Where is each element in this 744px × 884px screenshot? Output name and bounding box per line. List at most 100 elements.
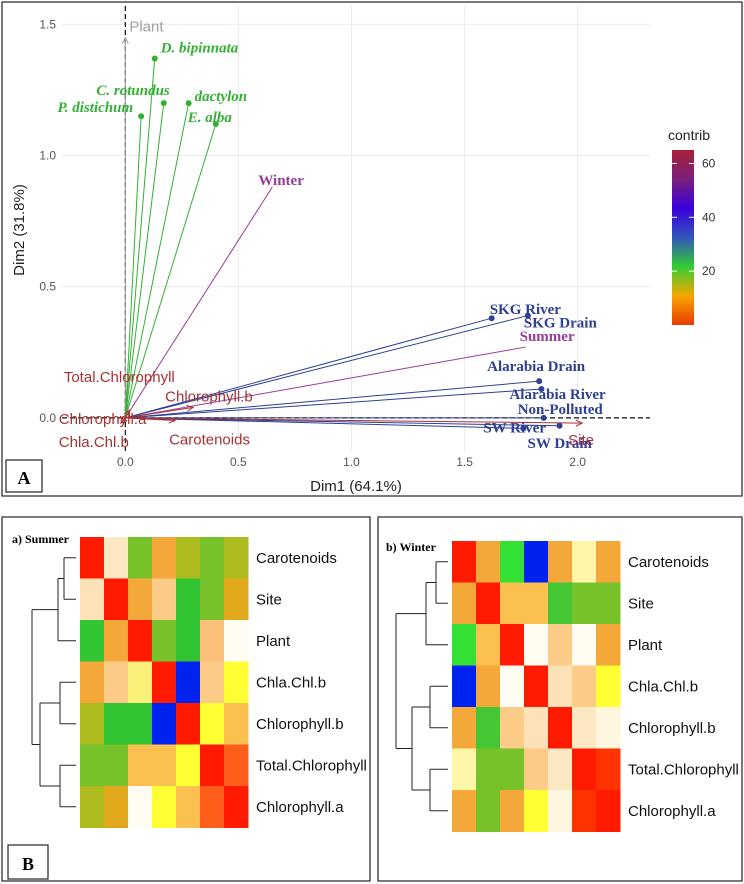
point-sw-drain	[556, 422, 563, 429]
arrowhead-site	[575, 419, 584, 427]
label-sw-river: SW River	[483, 420, 546, 436]
heatmap-cell	[596, 665, 621, 708]
heatmap-cell	[572, 582, 597, 625]
heatmap-cell	[452, 624, 477, 666]
heatmap-cell	[596, 790, 621, 832]
heatmap-cell	[224, 578, 249, 621]
point-dactylon	[185, 100, 192, 107]
point-alarabia-drain	[536, 378, 543, 385]
heatmap-cell	[128, 620, 153, 662]
heatmap-cell	[572, 624, 597, 666]
panel-b-winter-heatmap: b) Winter Carotenoids Site Plant Chla.Chl.b…	[377, 516, 743, 882]
heatmap-cell	[176, 620, 201, 662]
vector-chla-chl-b	[120, 417, 126, 424]
heatmap-cell	[548, 790, 573, 832]
heatmap-cell	[524, 665, 549, 708]
heatmap-cell	[128, 578, 153, 621]
panel-b-label-box	[7, 844, 49, 880]
vector-dactylon	[124, 102, 190, 418]
row-label: Plant	[256, 633, 291, 650]
label-alarabia-drain: Alarabia Drain	[487, 359, 586, 375]
point-d-bipinnata	[151, 55, 158, 62]
heatmap-cell	[476, 582, 501, 625]
heatmap-cell	[104, 578, 129, 621]
y-tick-label: 1.0	[39, 149, 56, 163]
x-tick-label: 0.5	[230, 455, 247, 469]
point-e-alba	[212, 121, 219, 128]
point-c-rotundus	[160, 100, 167, 107]
row-label: Site	[628, 595, 654, 612]
heatmap-cell	[476, 748, 501, 791]
heatmap-cell	[500, 790, 525, 832]
heatmap-cell	[152, 578, 177, 621]
heatmap-cell	[200, 537, 225, 579]
heatmap-cell	[200, 661, 225, 704]
heatmap-cell	[224, 786, 249, 828]
y-axis-title: Dim2 (31.8%)	[11, 184, 28, 276]
row-label: Total.Chlorophyll	[628, 761, 739, 778]
heatmap-cell	[176, 744, 201, 787]
heatmap-cell	[476, 790, 501, 832]
heatmap-cell	[500, 665, 525, 708]
heatmap-cell	[500, 624, 525, 666]
summer-heatmap-cells	[80, 537, 249, 828]
panel-b-label: B	[22, 854, 34, 874]
heatmap-cell	[452, 707, 477, 749]
heatmap-cell	[572, 790, 597, 832]
panel-a-label: A	[18, 468, 31, 488]
heatmap-cell	[548, 748, 573, 791]
heatmap-cell	[596, 582, 621, 625]
heatmap-cell	[548, 624, 573, 666]
summer-title: a) Summer	[12, 532, 70, 546]
heatmap-cell	[176, 661, 201, 704]
heatmap-cell	[104, 537, 129, 579]
heatmap-cell	[452, 790, 477, 832]
vector-c-rotundus	[124, 103, 165, 418]
label-non-polluted: Non-Polluted	[518, 402, 604, 418]
heatmap-cell	[128, 661, 153, 704]
label-skg-drain: SKG Drain	[524, 316, 598, 332]
vector-total-chlorophyll	[124, 409, 131, 419]
row-label: Carotenoids	[256, 550, 337, 567]
heatmap-cell	[152, 620, 177, 662]
heatmap-cell	[80, 537, 105, 579]
heatmap-cell	[572, 748, 597, 791]
heatmap-cell	[128, 703, 153, 745]
x-tick-label: 0.0	[117, 455, 134, 469]
vector-alarabia-drain	[125, 380, 540, 419]
heatmap-cell	[104, 786, 129, 828]
legend-tick-label: 20	[702, 264, 716, 278]
heatmap-cell	[80, 744, 105, 787]
vector-skg-river	[125, 317, 492, 419]
heatmap-cell	[80, 703, 105, 745]
vector-alarabia-river	[125, 388, 542, 419]
point-non-polluted	[540, 414, 547, 421]
summer-dendrogram	[31, 557, 76, 808]
row-label: Plant	[628, 637, 663, 654]
point-sw-river	[520, 425, 527, 432]
heatmap-cell	[476, 665, 501, 708]
vector-sw-river	[125, 417, 524, 429]
label-chla-chl-b: Chla.Chl.b	[59, 434, 129, 451]
label-p-distichum: P. distichum	[58, 100, 134, 116]
legend-tick-label: 60	[702, 156, 716, 170]
arrowhead-chlorophyll-b	[186, 404, 195, 412]
label-dactylon: dactylon	[195, 89, 248, 105]
summer-row-labels: Carotenoids Site Plant Chla.Chl.b Chlorophyl…	[256, 550, 367, 816]
y-tick-label: 0.0	[39, 411, 56, 425]
heatmap-cell	[452, 748, 477, 791]
heatmap-cell	[200, 578, 225, 621]
heatmap-cell	[452, 582, 477, 625]
point-skg-river	[488, 315, 495, 322]
variable-points	[138, 55, 563, 432]
panel-a-label-box	[5, 459, 43, 493]
heatmap-cell	[524, 790, 549, 832]
heatmap-cell	[176, 703, 201, 745]
heatmap-cell	[224, 744, 249, 787]
heatmap-cell	[572, 665, 597, 708]
vector-p-distichum	[124, 116, 142, 418]
panel-a-biplot: Plant D. bipinnata C. rotundus dactylon P. d…	[1, 1, 743, 497]
label-carotenoids: Carotenoids	[169, 432, 250, 449]
heatmap-cell	[128, 537, 153, 579]
y-tick-label: 1.5	[39, 17, 56, 31]
